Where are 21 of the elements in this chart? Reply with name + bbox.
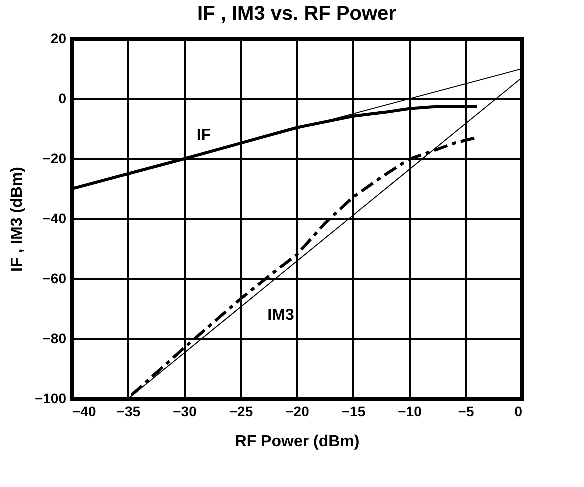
x-tick-label: −35 [116,404,141,420]
x-tick-label: −15 [342,404,366,420]
y-tick-label: −20 [42,150,67,166]
y-tick-label: −80 [42,330,67,346]
x-tick-label: −40 [72,404,96,420]
x-tick-label: −30 [173,404,198,420]
x-tick-label: −25 [229,404,254,420]
x-tick-label: −20 [286,404,310,420]
y-tick-label: 0 [58,90,67,106]
chart-title: IF , IM3 vs. RF Power [198,3,397,25]
x-axis-title: RF Power (dBm) [235,434,360,450]
annotation: IM3 [268,307,294,324]
x-tick-label: −5 [458,404,474,420]
y-tick-label: 20 [50,30,67,46]
y-axis-title: IF , IM3 (dBm) [8,167,26,272]
y-tick-label: −100 [34,390,67,406]
x-tick-label: 0 [514,404,523,420]
x-tick-label: −10 [398,404,422,420]
y-tick-label: −60 [42,270,67,286]
annotation: IF [196,127,212,144]
y-tick-label: −40 [42,210,67,226]
